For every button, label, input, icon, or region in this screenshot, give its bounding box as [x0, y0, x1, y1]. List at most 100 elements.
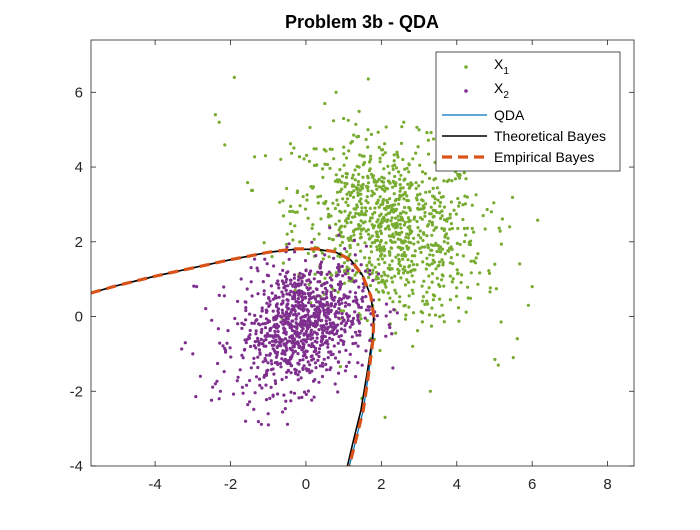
scatter-point	[343, 209, 347, 213]
scatter-point	[328, 336, 332, 340]
scatter-point	[331, 201, 335, 205]
scatter-point	[329, 290, 333, 294]
scatter-point	[387, 323, 391, 327]
scatter-point	[294, 317, 298, 321]
scatter-point	[290, 355, 294, 359]
scatter-point	[409, 231, 413, 235]
scatter-point	[436, 243, 440, 248]
scatter-point	[326, 207, 330, 211]
scatter-point	[368, 268, 372, 273]
scatter-point	[335, 198, 339, 202]
x-tick-label: 0	[302, 476, 310, 493]
scatter-point	[329, 310, 333, 314]
scatter-point	[493, 357, 497, 362]
axes-layer: -4 -2 0 2 4 6 8 -4 -2 0 2 4 6	[70, 39, 635, 493]
scatter-point	[302, 338, 306, 342]
scatter-point	[411, 311, 416, 315]
scatter-point	[382, 245, 386, 249]
axes-box	[90, 39, 635, 467]
scatter-point	[389, 246, 393, 250]
scatter-point	[460, 273, 464, 277]
scatter-point	[364, 308, 369, 312]
scatter-point	[443, 235, 447, 239]
scatter-point	[352, 238, 356, 243]
scatter-point	[303, 259, 308, 263]
scatter-point	[254, 329, 258, 333]
scatter-point	[378, 243, 382, 247]
scatter-point	[297, 362, 301, 366]
scatter-point	[262, 292, 266, 296]
scatter-point	[295, 314, 299, 318]
scatter-point	[274, 381, 278, 386]
scatter-point	[195, 285, 199, 289]
scatter-point	[354, 211, 358, 215]
scatter-point	[442, 205, 446, 209]
scatter-point	[458, 173, 462, 177]
scatter-point	[262, 289, 266, 293]
scatter-point	[292, 276, 296, 280]
scatter-point	[285, 341, 289, 345]
scatter-point	[322, 308, 326, 312]
scatter-point	[316, 195, 320, 199]
scatter-point	[225, 341, 229, 345]
scatter-point	[352, 133, 356, 137]
scatter-point	[375, 234, 379, 238]
scatter-point	[374, 230, 378, 234]
scatter-point	[306, 313, 310, 317]
scatter-point	[476, 252, 480, 256]
scatter-point	[301, 302, 305, 306]
scatter-point	[252, 407, 256, 411]
scatter-point	[432, 228, 436, 232]
scatter-point	[392, 153, 396, 157]
scatter-point	[285, 186, 289, 191]
scatter-point	[297, 370, 301, 374]
scatter-point	[454, 294, 459, 298]
scatter-point	[400, 216, 404, 221]
scatter-point	[403, 177, 407, 181]
scatter-point	[331, 329, 335, 333]
scatter-point	[374, 184, 378, 188]
scatter-point	[423, 245, 427, 249]
scatter-point	[336, 203, 340, 207]
scatter-point	[335, 266, 340, 270]
scatter-point	[332, 157, 336, 161]
scatter-point	[305, 279, 309, 283]
scatter-point	[368, 160, 372, 164]
scatter-point	[313, 308, 317, 312]
scatter-point	[420, 180, 424, 184]
scatter-point	[434, 243, 438, 247]
scatter-point	[303, 295, 308, 299]
scatter-point	[283, 352, 287, 356]
scatter-point	[343, 304, 347, 308]
scatter-point	[341, 235, 345, 239]
scatter-point	[442, 320, 446, 324]
scatter-point	[406, 225, 410, 229]
scatter-point	[328, 147, 332, 151]
scatter-point	[291, 319, 295, 323]
scatter-point	[271, 347, 275, 351]
scatter-point	[395, 221, 399, 225]
scatter-point	[264, 338, 268, 342]
scatter-point	[240, 385, 244, 389]
scatter-point	[406, 216, 410, 220]
scatter-point	[463, 194, 467, 198]
scatter-point	[351, 342, 355, 346]
scatter-point	[380, 187, 385, 191]
scatter-point	[284, 288, 288, 292]
scatter-point	[351, 316, 356, 320]
scatter-point	[304, 355, 308, 360]
scatter-point	[356, 180, 360, 184]
scatter-point	[223, 143, 227, 147]
scatter-point	[194, 395, 198, 399]
scatter-point	[390, 216, 394, 220]
scatter-point	[455, 241, 459, 245]
scatter-point	[536, 218, 540, 222]
scatter-point	[268, 396, 272, 400]
scatter-point	[307, 333, 311, 337]
scatter-point	[388, 296, 392, 300]
scatter-point	[281, 318, 286, 323]
scatter-point	[250, 321, 254, 325]
scatter-point	[383, 189, 387, 193]
scatter-point	[216, 361, 220, 366]
scatter-point	[366, 128, 370, 132]
